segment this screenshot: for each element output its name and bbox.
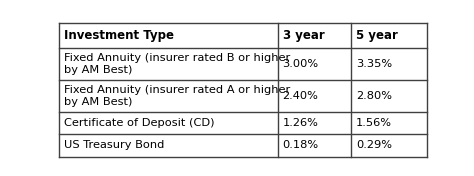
Text: 2.40%: 2.40% xyxy=(283,91,319,101)
Bar xyxy=(351,48,427,80)
Text: 1.56%: 1.56% xyxy=(356,118,392,128)
Bar xyxy=(59,80,278,112)
Bar xyxy=(278,80,351,112)
Text: Certificate of Deposit (CD): Certificate of Deposit (CD) xyxy=(64,118,215,128)
Text: 1.26%: 1.26% xyxy=(283,118,319,128)
Bar xyxy=(351,112,427,134)
Bar xyxy=(351,80,427,112)
Bar xyxy=(351,23,427,48)
Bar xyxy=(278,112,351,134)
Bar xyxy=(278,48,351,80)
Bar xyxy=(278,134,351,157)
Bar xyxy=(351,134,427,157)
Bar xyxy=(59,134,278,157)
Text: 3 year: 3 year xyxy=(283,29,324,42)
Text: 2.80%: 2.80% xyxy=(356,91,392,101)
Text: Fixed Annuity (insurer rated B or higher
by AM Best): Fixed Annuity (insurer rated B or higher… xyxy=(64,53,290,75)
Text: 3.00%: 3.00% xyxy=(283,59,319,69)
Text: 0.29%: 0.29% xyxy=(356,140,392,150)
Text: 3.35%: 3.35% xyxy=(356,59,392,69)
Bar xyxy=(59,23,278,48)
Text: 0.18%: 0.18% xyxy=(283,140,319,150)
Text: US Treasury Bond: US Treasury Bond xyxy=(64,140,164,150)
Bar xyxy=(59,48,278,80)
Bar xyxy=(278,23,351,48)
Text: Fixed Annuity (insurer rated A or higher
by AM Best): Fixed Annuity (insurer rated A or higher… xyxy=(64,85,290,107)
Text: Investment Type: Investment Type xyxy=(64,29,174,42)
Text: 5 year: 5 year xyxy=(356,29,398,42)
Bar xyxy=(59,112,278,134)
